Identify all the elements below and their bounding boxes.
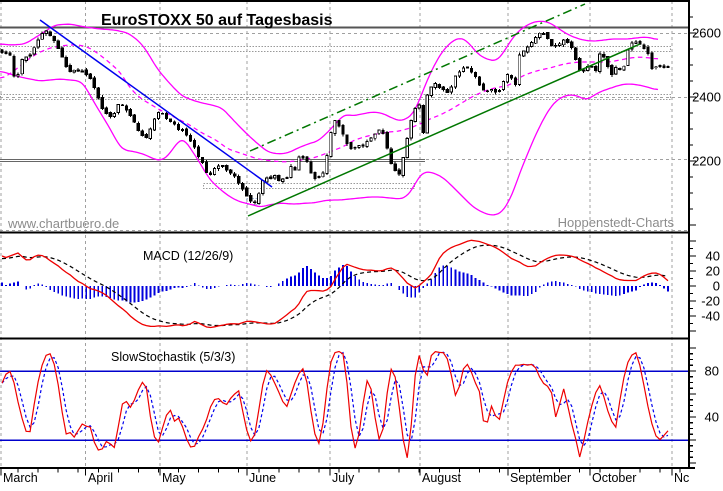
svg-text:80: 80 — [705, 364, 719, 379]
svg-text:August: August — [422, 471, 461, 485]
svg-text:Hoppenstedt-Charts: Hoppenstedt-Charts — [558, 215, 675, 230]
svg-text:March: March — [3, 471, 38, 485]
svg-text:2600: 2600 — [692, 26, 721, 41]
svg-text:September: September — [510, 471, 571, 485]
svg-text:40: 40 — [705, 410, 719, 425]
svg-text:May: May — [162, 471, 186, 485]
svg-text:2200: 2200 — [692, 154, 721, 169]
svg-text:-20: -20 — [701, 294, 720, 309]
svg-text:July: July — [332, 471, 355, 485]
svg-text:June: June — [249, 471, 276, 485]
svg-text:April: April — [88, 471, 113, 485]
svg-text:MACD (12/26/9): MACD (12/26/9) — [143, 249, 233, 263]
svg-text:40: 40 — [706, 249, 720, 264]
svg-text:20: 20 — [706, 264, 720, 279]
svg-text:0: 0 — [713, 279, 720, 294]
svg-text:-40: -40 — [701, 309, 720, 324]
svg-text:EuroSTOXX 50 auf Tagesbasis: EuroSTOXX 50 auf Tagesbasis — [101, 12, 333, 29]
svg-text:www.chartbuero.de: www.chartbuero.de — [7, 216, 119, 231]
svg-text:Nc: Nc — [674, 471, 689, 485]
svg-text:SlowStochastik (5/3/3): SlowStochastik (5/3/3) — [111, 350, 235, 364]
svg-text:October: October — [592, 471, 636, 485]
svg-text:2400: 2400 — [692, 90, 721, 105]
